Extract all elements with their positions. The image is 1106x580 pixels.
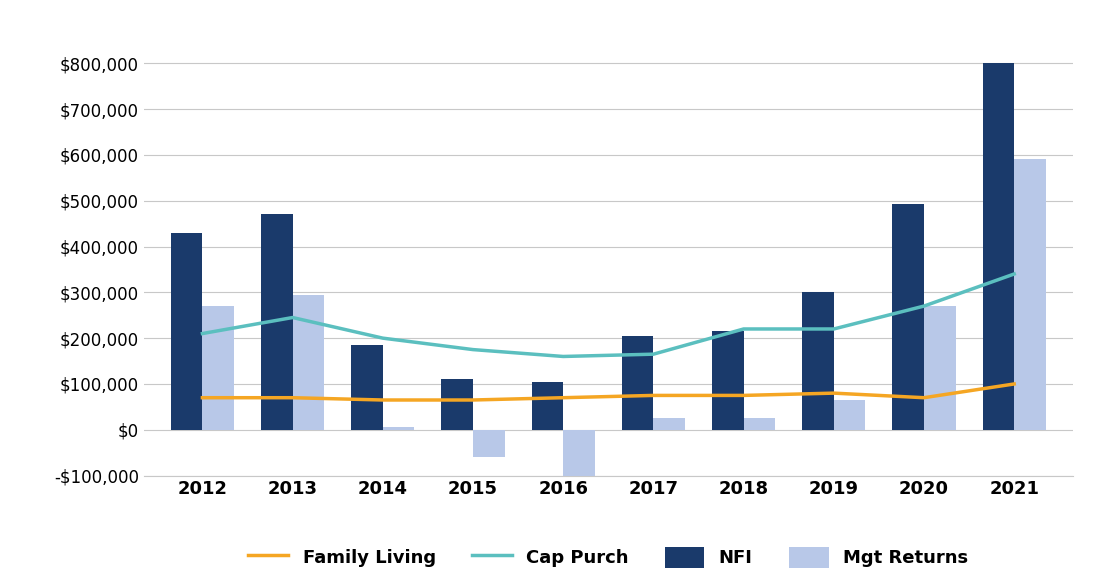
Bar bbox=[1014, 160, 1046, 430]
Line: Family Living: Family Living bbox=[202, 384, 1014, 400]
Family Living bbox=[737, 392, 750, 399]
Family Living bbox=[196, 394, 209, 401]
Family Living bbox=[286, 394, 300, 401]
Cap Purch bbox=[376, 335, 389, 342]
Bar bbox=[924, 306, 956, 430]
Family Living bbox=[917, 394, 930, 401]
Bar bbox=[293, 295, 324, 430]
Bar bbox=[712, 331, 743, 430]
Family Living bbox=[376, 397, 389, 404]
Cap Purch bbox=[647, 351, 660, 358]
Cap Purch bbox=[917, 303, 930, 310]
Line: Cap Purch: Cap Purch bbox=[202, 274, 1014, 357]
Cap Purch bbox=[286, 314, 300, 321]
Bar bbox=[802, 292, 834, 430]
Bar bbox=[170, 233, 202, 430]
Bar bbox=[622, 336, 654, 430]
Bar bbox=[563, 430, 595, 485]
Cap Purch bbox=[1008, 270, 1021, 277]
Bar bbox=[743, 418, 775, 430]
Bar bbox=[383, 427, 415, 430]
Cap Purch bbox=[196, 330, 209, 337]
Cap Purch bbox=[827, 325, 841, 332]
Bar bbox=[893, 204, 924, 430]
Family Living bbox=[647, 392, 660, 399]
Cap Purch bbox=[737, 325, 750, 332]
Cap Purch bbox=[467, 346, 480, 353]
Bar bbox=[654, 418, 685, 430]
Bar bbox=[441, 379, 473, 430]
Family Living bbox=[1008, 380, 1021, 387]
Bar bbox=[202, 306, 234, 430]
Bar bbox=[532, 382, 563, 430]
Legend: Family Living, Cap Purch, NFI, Mgt Returns: Family Living, Cap Purch, NFI, Mgt Retur… bbox=[241, 539, 975, 575]
Bar bbox=[834, 400, 865, 430]
Bar bbox=[261, 215, 293, 430]
Cap Purch bbox=[556, 353, 570, 360]
Family Living bbox=[827, 390, 841, 397]
Bar bbox=[352, 345, 383, 430]
Bar bbox=[982, 63, 1014, 430]
Family Living bbox=[556, 394, 570, 401]
Family Living bbox=[467, 397, 480, 404]
Bar bbox=[473, 430, 504, 457]
